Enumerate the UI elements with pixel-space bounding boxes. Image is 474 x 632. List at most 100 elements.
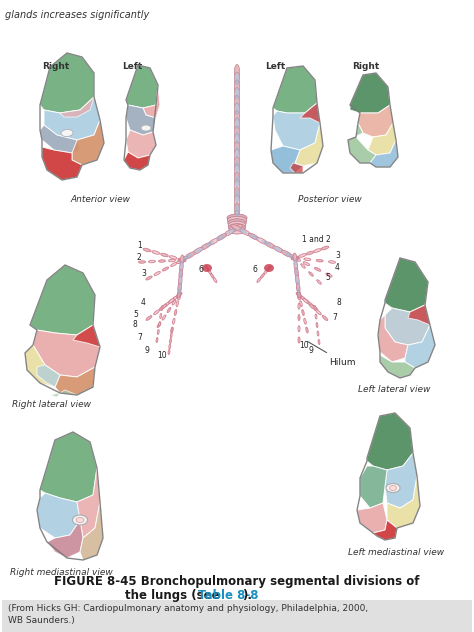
Ellipse shape xyxy=(174,310,177,315)
Ellipse shape xyxy=(328,261,336,264)
Ellipse shape xyxy=(179,269,182,279)
Ellipse shape xyxy=(179,269,182,277)
Ellipse shape xyxy=(314,267,321,271)
Text: 5: 5 xyxy=(133,310,138,319)
Ellipse shape xyxy=(260,274,264,279)
Ellipse shape xyxy=(138,261,146,264)
Ellipse shape xyxy=(232,224,242,231)
Ellipse shape xyxy=(303,262,310,265)
Ellipse shape xyxy=(302,310,304,315)
Ellipse shape xyxy=(281,250,292,257)
Ellipse shape xyxy=(240,229,251,236)
Ellipse shape xyxy=(234,133,240,149)
Ellipse shape xyxy=(318,339,320,344)
Ellipse shape xyxy=(178,286,181,295)
Polygon shape xyxy=(124,152,150,170)
Ellipse shape xyxy=(301,264,305,268)
Ellipse shape xyxy=(294,258,297,267)
Ellipse shape xyxy=(248,233,259,240)
Ellipse shape xyxy=(316,310,321,315)
Ellipse shape xyxy=(202,264,212,272)
Polygon shape xyxy=(72,120,104,165)
Ellipse shape xyxy=(229,226,245,234)
Ellipse shape xyxy=(180,262,183,272)
Ellipse shape xyxy=(176,293,182,297)
Ellipse shape xyxy=(152,251,160,254)
Polygon shape xyxy=(60,97,94,117)
Ellipse shape xyxy=(308,302,314,307)
Ellipse shape xyxy=(235,175,239,188)
Ellipse shape xyxy=(296,283,300,293)
Ellipse shape xyxy=(296,293,302,298)
Ellipse shape xyxy=(159,322,160,327)
Text: Left: Left xyxy=(122,62,142,71)
Ellipse shape xyxy=(299,253,306,257)
Ellipse shape xyxy=(235,204,239,217)
Ellipse shape xyxy=(176,301,178,307)
Ellipse shape xyxy=(205,265,209,270)
Ellipse shape xyxy=(298,303,300,309)
Ellipse shape xyxy=(234,149,240,164)
Ellipse shape xyxy=(184,252,195,259)
Text: 3: 3 xyxy=(141,269,146,278)
Ellipse shape xyxy=(292,257,299,259)
Ellipse shape xyxy=(235,116,239,130)
Polygon shape xyxy=(126,130,156,158)
Ellipse shape xyxy=(172,296,178,301)
Ellipse shape xyxy=(291,256,299,260)
Ellipse shape xyxy=(227,214,247,222)
Text: Anterior view: Anterior view xyxy=(70,195,130,204)
Polygon shape xyxy=(25,345,60,387)
Polygon shape xyxy=(42,147,82,180)
Ellipse shape xyxy=(177,290,181,300)
Ellipse shape xyxy=(234,172,240,187)
Polygon shape xyxy=(385,258,428,312)
Ellipse shape xyxy=(213,277,217,283)
Ellipse shape xyxy=(168,299,173,304)
Ellipse shape xyxy=(298,292,300,298)
Ellipse shape xyxy=(178,292,180,298)
Ellipse shape xyxy=(264,242,275,248)
Ellipse shape xyxy=(234,157,240,172)
Ellipse shape xyxy=(235,190,239,203)
Polygon shape xyxy=(370,140,398,167)
Text: Right mediastinal view: Right mediastinal view xyxy=(10,568,113,577)
Polygon shape xyxy=(73,325,100,347)
Text: ).: ). xyxy=(242,589,252,602)
Ellipse shape xyxy=(143,248,151,252)
Ellipse shape xyxy=(168,259,175,262)
Ellipse shape xyxy=(273,246,284,253)
Ellipse shape xyxy=(292,256,298,260)
Ellipse shape xyxy=(234,64,240,80)
Ellipse shape xyxy=(296,275,299,285)
Polygon shape xyxy=(44,97,100,140)
Ellipse shape xyxy=(228,216,246,224)
Ellipse shape xyxy=(257,277,261,283)
Polygon shape xyxy=(387,476,420,528)
Ellipse shape xyxy=(304,299,310,304)
Ellipse shape xyxy=(326,273,332,277)
Polygon shape xyxy=(126,65,158,108)
Text: 7: 7 xyxy=(332,313,337,322)
Ellipse shape xyxy=(267,265,271,270)
Ellipse shape xyxy=(183,253,192,260)
Text: glands increases significantly: glands increases significantly xyxy=(5,10,149,20)
Text: Left lateral view: Left lateral view xyxy=(358,385,430,394)
Text: (From Hicks GH: Cardiopulmonary anatomy and physiology, Philadelphia, 2000,
WB S: (From Hicks GH: Cardiopulmonary anatomy … xyxy=(8,604,368,626)
Ellipse shape xyxy=(170,333,172,338)
Text: Right: Right xyxy=(42,62,69,71)
Ellipse shape xyxy=(234,88,240,102)
Polygon shape xyxy=(373,520,397,540)
Ellipse shape xyxy=(298,325,300,332)
Ellipse shape xyxy=(234,210,240,226)
Ellipse shape xyxy=(293,253,297,263)
Ellipse shape xyxy=(158,260,165,262)
Ellipse shape xyxy=(205,241,214,247)
Polygon shape xyxy=(271,146,303,173)
Ellipse shape xyxy=(157,322,161,327)
Ellipse shape xyxy=(293,256,297,260)
Polygon shape xyxy=(143,85,160,118)
Ellipse shape xyxy=(234,111,240,126)
Ellipse shape xyxy=(284,252,294,258)
Ellipse shape xyxy=(159,306,165,310)
